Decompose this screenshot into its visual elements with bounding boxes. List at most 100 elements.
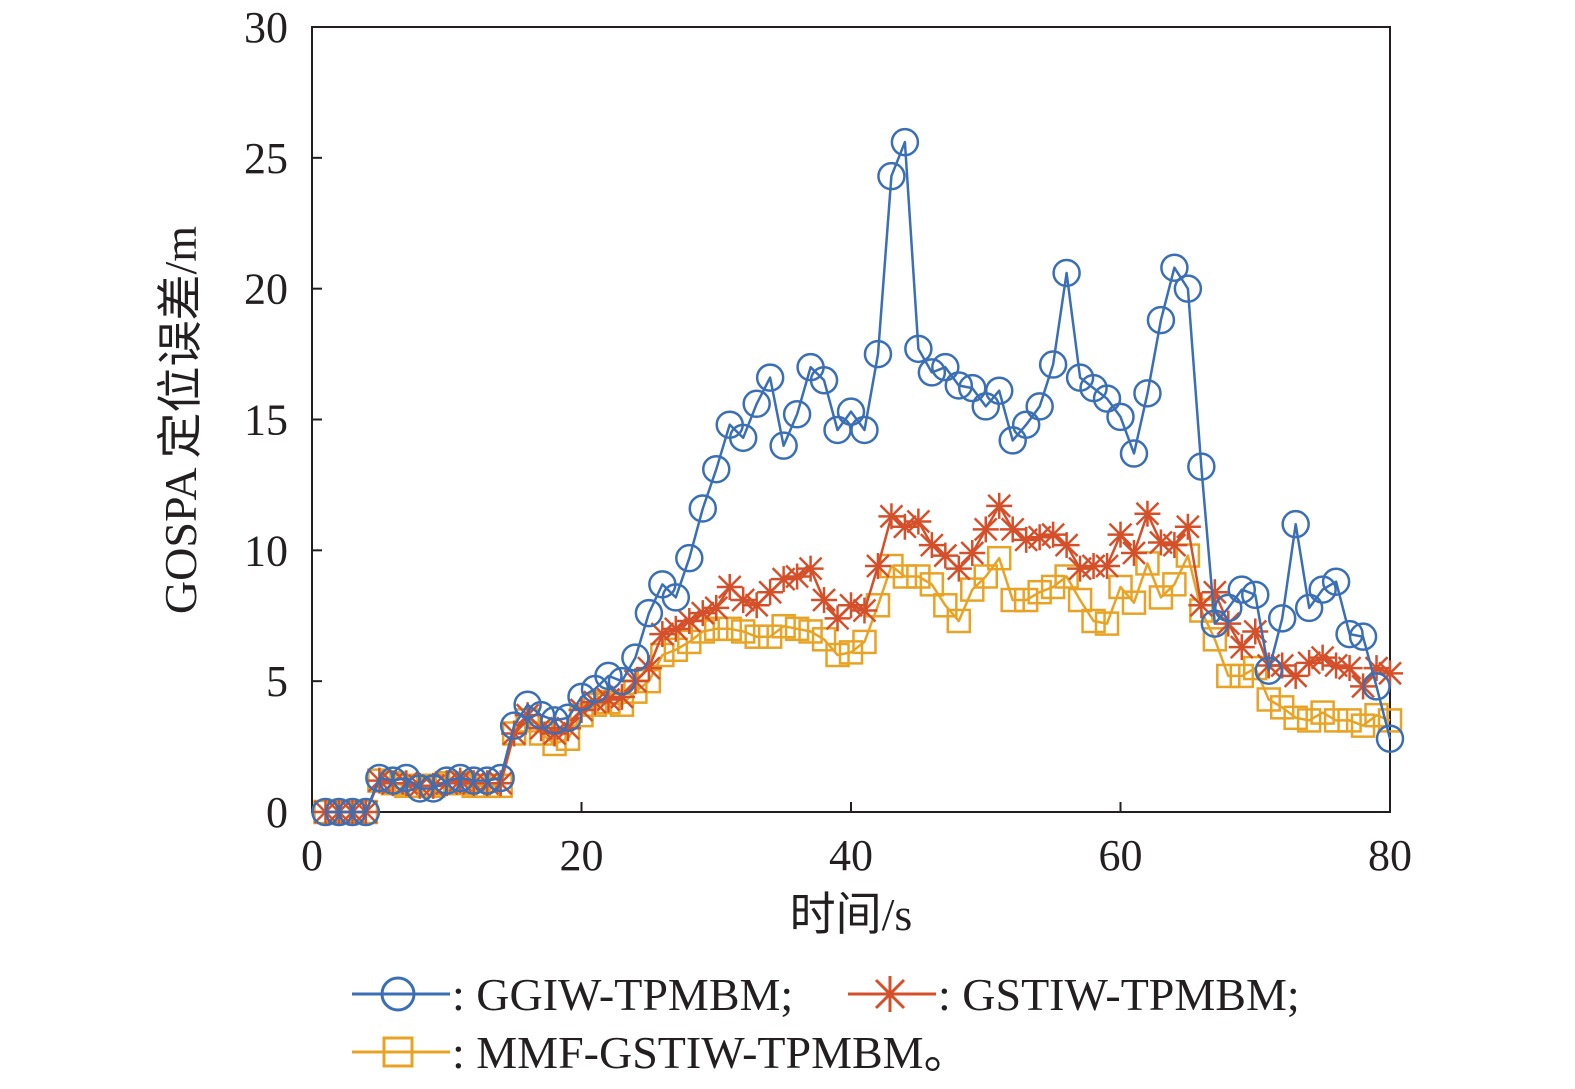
data-point [1335, 619, 1364, 649]
y-tick-label: 30 [244, 3, 288, 52]
data-point [419, 774, 448, 803]
data-point [1094, 553, 1121, 580]
data-point [635, 655, 662, 682]
legend-item-mmf: : MMF-GSTIW-TPMBM。 [352, 1027, 970, 1078]
data-point [933, 593, 958, 618]
data-point [1254, 656, 1283, 685]
data-point [918, 532, 945, 559]
legend: : GGIW-TPMBM; : GSTIW-TPMBM; : MMF-GSTIW… [352, 969, 1300, 1078]
data-point [742, 389, 771, 419]
legend-label-gstiw: : GSTIW-TPMBM; [938, 969, 1300, 1020]
legend-marker-gstiw [872, 976, 908, 1012]
data-point [959, 539, 986, 566]
y-tick-label: 25 [244, 134, 288, 183]
data-point [1038, 350, 1068, 379]
data-point [1216, 663, 1241, 689]
data-point [486, 763, 515, 793]
data-point [906, 564, 931, 589]
data-point [1175, 543, 1201, 568]
data-point [984, 376, 1014, 405]
data-point [1362, 672, 1391, 701]
data-point [1011, 410, 1041, 439]
x-axis-title: 时间/s [790, 889, 913, 940]
data-point [730, 619, 756, 644]
data-point [1375, 724, 1405, 753]
data-point [634, 598, 664, 628]
x-tick-label: 60 [1099, 831, 1143, 880]
data-point [850, 415, 879, 445]
data-point [567, 682, 596, 712]
data-point [1162, 572, 1187, 597]
data-point [1148, 585, 1174, 610]
data-point [1052, 258, 1081, 288]
data-point [1336, 655, 1363, 682]
legend-item-gstiw: : GSTIW-TPMBM; [848, 969, 1300, 1020]
data-point [1241, 580, 1270, 610]
data-point [811, 627, 837, 652]
data-point [405, 774, 435, 803]
data-point [1135, 551, 1160, 576]
data-point [1337, 708, 1362, 733]
legend-label-mmf: : MMF-GSTIW-TPMBM。 [452, 1027, 970, 1078]
data-point [621, 643, 650, 672]
data-point [1108, 574, 1133, 600]
y-tick-label: 0 [266, 788, 288, 837]
data-point [499, 711, 529, 740]
data-point [891, 513, 918, 540]
data-point [1308, 575, 1337, 604]
data-point [594, 661, 623, 691]
data-point [851, 597, 878, 624]
data-point [744, 624, 769, 649]
data-point [864, 553, 891, 580]
data-point [338, 797, 367, 827]
data-point [1283, 705, 1308, 731]
data-point [782, 400, 812, 429]
y-tick-label: 10 [244, 526, 288, 575]
data-point [1120, 539, 1147, 566]
data-point [1027, 579, 1052, 605]
data-point [769, 431, 798, 460]
data-point [877, 161, 906, 191]
data-point [946, 608, 972, 634]
data-point [797, 555, 824, 582]
data-point [608, 683, 635, 710]
data-point [890, 127, 920, 157]
legend-item-ggiw: : GGIW-TPMBM; [352, 969, 793, 1020]
data-point [1040, 521, 1067, 548]
x-tick-label: 40 [829, 831, 873, 880]
data-point [931, 352, 960, 382]
data-point [852, 629, 877, 655]
data-point [1202, 627, 1228, 652]
data-point [1227, 575, 1257, 604]
data-point [1296, 649, 1323, 676]
data-point [1134, 500, 1161, 527]
data-point [1321, 567, 1351, 596]
data-point [1160, 253, 1189, 282]
data-point [755, 363, 785, 392]
data-point [540, 706, 569, 735]
data-point [972, 516, 999, 543]
data-point [1228, 634, 1255, 661]
axes: 0 20 40 60 80 0 5 10 15 20 25 30 [244, 3, 1412, 880]
data-point [378, 766, 408, 795]
data-point [728, 423, 758, 453]
data-point [702, 454, 731, 484]
y-tick-label: 20 [244, 265, 288, 314]
data-point [675, 543, 704, 573]
data-point [863, 339, 893, 369]
data-point [1053, 532, 1080, 559]
plot-area-border [311, 26, 1391, 813]
data-point [1296, 708, 1322, 733]
data-point [999, 516, 1026, 543]
data-point [553, 703, 583, 733]
data-point [661, 583, 691, 612]
data-point [945, 555, 972, 582]
data-point [784, 616, 810, 642]
data-point [986, 492, 1013, 519]
data-point [1161, 532, 1188, 559]
data-point [688, 494, 718, 523]
data-point [973, 564, 998, 589]
x-tick-label: 80 [1368, 831, 1412, 880]
data-point [1054, 564, 1079, 589]
